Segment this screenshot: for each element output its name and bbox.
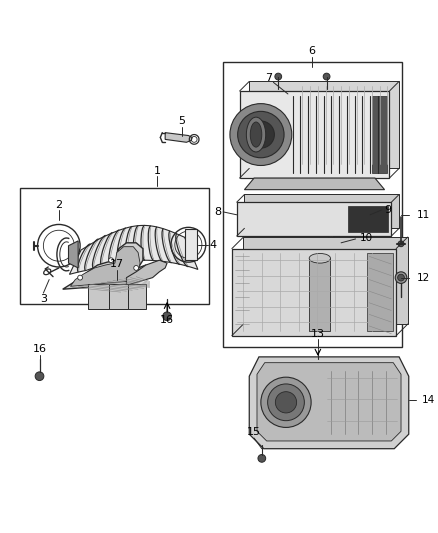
Text: 7: 7: [265, 74, 272, 84]
Ellipse shape: [329, 238, 334, 243]
Ellipse shape: [398, 274, 404, 281]
Ellipse shape: [35, 372, 44, 381]
Polygon shape: [257, 362, 401, 441]
Bar: [223, 62, 402, 347]
Text: 14: 14: [422, 395, 435, 406]
Ellipse shape: [275, 73, 282, 80]
Ellipse shape: [163, 312, 171, 321]
Text: 9: 9: [384, 205, 391, 215]
Ellipse shape: [276, 392, 297, 413]
Ellipse shape: [327, 237, 336, 245]
Bar: [372, 96, 386, 173]
Ellipse shape: [78, 275, 82, 280]
Ellipse shape: [323, 73, 330, 80]
Text: 16: 16: [32, 344, 46, 354]
Bar: [244, 195, 399, 228]
Bar: [240, 91, 389, 178]
Ellipse shape: [395, 272, 407, 284]
Polygon shape: [165, 133, 192, 142]
Text: 2: 2: [55, 200, 62, 210]
Ellipse shape: [247, 121, 274, 148]
Ellipse shape: [134, 265, 138, 270]
Polygon shape: [249, 357, 409, 449]
Bar: [244, 237, 408, 324]
Text: 11: 11: [417, 210, 430, 220]
Bar: [185, 229, 197, 260]
Text: 4: 4: [210, 240, 217, 250]
Ellipse shape: [230, 103, 292, 165]
Bar: [367, 254, 393, 331]
Text: 16: 16: [160, 315, 174, 325]
Polygon shape: [244, 178, 385, 190]
Bar: [128, 285, 146, 309]
Ellipse shape: [309, 254, 330, 263]
Ellipse shape: [246, 117, 266, 152]
Bar: [249, 82, 399, 168]
Text: 13: 13: [311, 329, 325, 338]
Bar: [109, 285, 128, 309]
Bar: [232, 248, 396, 336]
Text: 17: 17: [110, 259, 124, 269]
Text: 5: 5: [178, 116, 185, 126]
Text: 3: 3: [40, 294, 47, 304]
Text: 8: 8: [214, 207, 221, 217]
Text: 10: 10: [360, 233, 373, 243]
Bar: [348, 206, 389, 232]
Text: 6: 6: [309, 46, 316, 56]
Ellipse shape: [109, 258, 113, 263]
Text: 12: 12: [417, 272, 430, 282]
Ellipse shape: [250, 122, 262, 147]
Polygon shape: [127, 260, 167, 285]
Ellipse shape: [261, 377, 311, 427]
Polygon shape: [70, 225, 198, 274]
Text: 1: 1: [154, 166, 161, 176]
Ellipse shape: [258, 455, 266, 462]
Ellipse shape: [268, 384, 304, 421]
Ellipse shape: [238, 111, 284, 158]
Bar: [88, 285, 109, 309]
Polygon shape: [63, 243, 150, 289]
Bar: [237, 202, 391, 236]
Polygon shape: [68, 241, 78, 268]
Bar: [309, 259, 330, 331]
Text: 15: 15: [247, 427, 261, 437]
Bar: [20, 188, 208, 304]
Polygon shape: [71, 247, 146, 286]
Ellipse shape: [398, 241, 404, 247]
